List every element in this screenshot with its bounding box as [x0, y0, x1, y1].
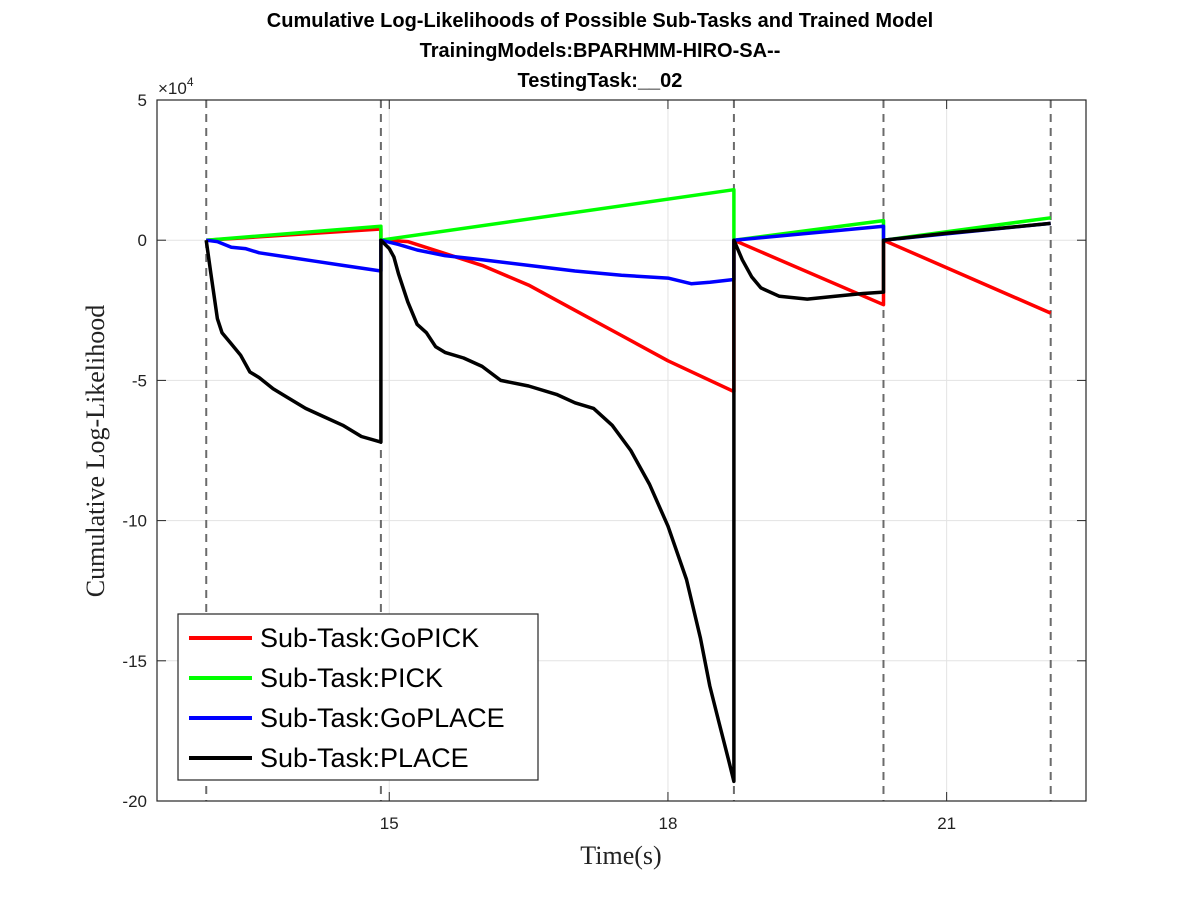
- chart-title-line-1: Cumulative Log-Likelihoods of Possible S…: [266, 10, 934, 32]
- y-tick-label: -15: [122, 652, 147, 671]
- series-line-4: [204, 221, 1051, 784]
- x-tick-label: 18: [658, 814, 677, 833]
- y-axis-label: Cumulative Log-Likelihood: [81, 305, 110, 597]
- legend-label-2: Sub-Task:PICK: [260, 663, 443, 693]
- x-tick-label: 21: [937, 814, 956, 833]
- x-tick-label: 15: [380, 814, 399, 833]
- series-line-1: [206, 227, 1052, 394]
- y-tick-label: 0: [138, 231, 147, 250]
- legend-label-3: Sub-Task:GoPLACE: [260, 703, 505, 733]
- y-exponent-label: ×104: [158, 75, 194, 98]
- y-tick-label: -5: [132, 371, 147, 390]
- legend-label-1: Sub-Task:GoPICK: [260, 623, 479, 653]
- x-axis-label: Time(s): [580, 841, 661, 870]
- legend-label-4: Sub-Task:PLACE: [260, 743, 469, 773]
- plot-frame: [156, 99, 1087, 802]
- y-tick-label: 5: [138, 91, 147, 110]
- chart-title-line-2: TrainingModels:BPARHMM-HIRO-SA--: [419, 40, 781, 62]
- chart-title-line-3: TestingTask:__02: [517, 70, 683, 92]
- legend: Sub-Task:GoPICK Sub-Task:PICK Sub-Task:GoP…: [177, 613, 539, 781]
- y-tick-label: -10: [122, 512, 147, 531]
- legend-box: [177, 613, 539, 781]
- series-layer: [204, 187, 1052, 784]
- tick-layer: 15 18 21 5 0 -5 -10 -15 -20: [122, 91, 1086, 833]
- y-tick-label: -20: [122, 792, 147, 811]
